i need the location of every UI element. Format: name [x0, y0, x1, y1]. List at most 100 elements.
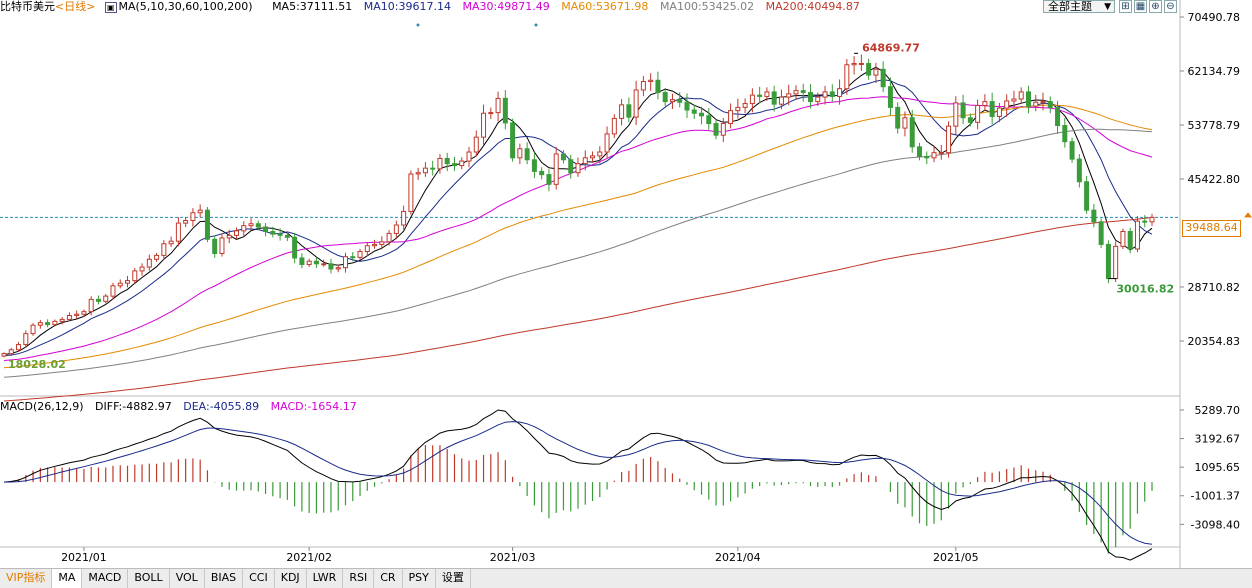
event-marker-dot [416, 23, 420, 27]
candle-body [837, 88, 843, 97]
tab-ma[interactable]: MA [52, 569, 83, 588]
candle-body [401, 210, 407, 226]
candle-body [866, 62, 872, 76]
price-tick-label: 20354.83 [1188, 335, 1241, 348]
candle-body [655, 79, 661, 94]
tab-cci[interactable]: CCI [243, 569, 275, 588]
candle-body [30, 324, 36, 335]
candle-body [430, 167, 436, 170]
crosshair-icon[interactable]: ⊞ [1119, 0, 1132, 13]
candle-body [684, 101, 690, 111]
tab-macd[interactable]: MACD [82, 569, 129, 588]
tab-bias[interactable]: BIAS [205, 569, 244, 588]
candle-body [546, 174, 552, 185]
candle-body [880, 68, 886, 88]
candle-body [713, 123, 719, 136]
candle-body [1047, 101, 1053, 108]
macd-tick-label: 3192.67 [1195, 433, 1241, 446]
tab-kdj[interactable]: KDJ [275, 569, 307, 588]
candle-body [117, 282, 123, 287]
candle-body [386, 232, 392, 243]
candle-body [887, 86, 893, 108]
macd-legend: MACD(26,12,9) DIFF:-4882.97 DEA:-4055.89… [0, 400, 365, 413]
candle-body [248, 223, 254, 227]
candle-body [125, 280, 131, 284]
candle-body [1113, 245, 1119, 280]
grid-icon[interactable]: ▦ [1134, 0, 1147, 13]
ma60-value: MA60:53671.98 [561, 0, 649, 13]
candle-body [662, 92, 668, 103]
candle-body [74, 313, 80, 317]
candle-body [815, 96, 821, 103]
tab-vip指标[interactable]: VIP指标 [0, 569, 53, 588]
candle-body [1055, 106, 1061, 127]
candle-body [16, 344, 22, 351]
chevron-down-icon: ▼ [1104, 2, 1111, 12]
candle-body [829, 91, 835, 97]
candle-body [23, 333, 29, 346]
candle-body [677, 99, 683, 103]
candle-body [350, 256, 356, 259]
high-price-label: 64869.77 [862, 41, 920, 54]
diff-value: DIFF:-4882.97 [95, 400, 172, 413]
candle-body [45, 322, 51, 326]
symbol-title: 比特币美元 [0, 0, 55, 13]
ma200-line [3, 217, 1153, 402]
dea-value: DEA:-4055.89 [183, 400, 260, 413]
candle-body [364, 245, 370, 253]
indicator-tabs: VIP指标 MA MACD BOLL VOL BIAS CCI KDJ LWR RSI CR PSY 设… [0, 568, 1252, 588]
start-price-label: 18028.02 [8, 358, 66, 371]
candle-body [706, 115, 712, 125]
period-label[interactable]: <日线> [55, 0, 96, 13]
time-tick-label: 2021/04 [715, 551, 761, 564]
candle-body [1091, 209, 1097, 223]
candle-body [415, 172, 421, 175]
macd-tick-label: 5289.70 [1195, 404, 1241, 417]
tab-设置[interactable]: 设置 [436, 569, 471, 588]
candle-body [699, 112, 705, 117]
theme-select-label: 全部主题 [1048, 0, 1092, 13]
tab-psy[interactable]: PSY [403, 569, 436, 588]
ma-params[interactable]: ▣ MA(5,10,30,60,100,200) [104, 0, 261, 13]
candle-body [52, 320, 58, 326]
theme-select[interactable]: 全部主题 ▼ [1043, 0, 1115, 13]
tab-lwr[interactable]: LWR [307, 569, 344, 588]
candle-body [844, 64, 850, 90]
tab-vol[interactable]: VOL [170, 569, 205, 588]
candle-body [669, 99, 675, 103]
macd-params[interactable]: MACD(26,12,9) [0, 400, 84, 413]
candle-body [204, 209, 210, 240]
current-price-label: 39488.64 [1182, 220, 1241, 237]
candle-body [975, 104, 981, 123]
candle-body [822, 91, 828, 98]
candle-body [502, 97, 508, 124]
candle-body [1134, 220, 1140, 250]
dea-line [3, 421, 1153, 545]
time-tick-label: 2021/03 [490, 551, 536, 564]
zoom-in-icon[interactable]: ⊕ [1149, 0, 1162, 13]
ma10-value: MA10:39617.14 [363, 0, 451, 13]
tab-cr[interactable]: CR [374, 569, 403, 588]
candle-body [306, 260, 312, 265]
macd-tick-label: -3098.40 [1191, 518, 1240, 531]
candle-body [328, 263, 334, 270]
candle-body [590, 155, 596, 159]
candle-body [241, 225, 247, 232]
ma-settings-icon[interactable]: ▣ [104, 2, 117, 13]
candle-body [219, 237, 225, 254]
tab-boll[interactable]: BOLL [128, 569, 170, 588]
tab-rsi[interactable]: RSI [343, 569, 375, 588]
candle-body [575, 163, 581, 174]
candle-body [728, 110, 734, 125]
candle-body [372, 243, 378, 247]
zoom-out-icon[interactable]: ⊖ [1164, 0, 1177, 13]
candle-body [284, 234, 290, 238]
candle-body [931, 152, 937, 159]
candle-body [1033, 101, 1039, 107]
candle-body [37, 322, 43, 326]
candle-body [175, 222, 181, 242]
candle-body [808, 92, 814, 103]
candle-body [1084, 181, 1090, 211]
price-tick-label: 28710.82 [1188, 281, 1241, 294]
